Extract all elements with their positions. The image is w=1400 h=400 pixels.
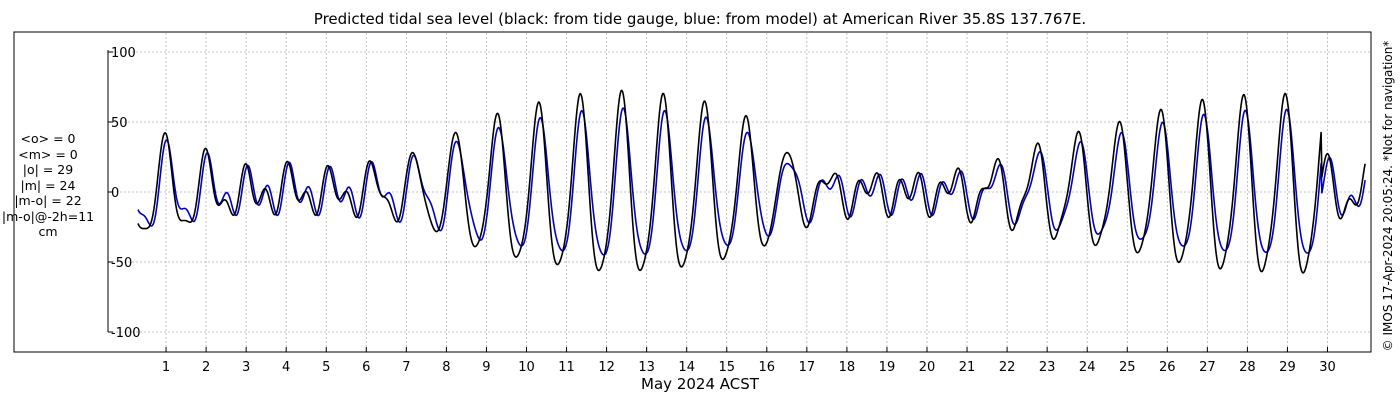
x-tick-label: 2 xyxy=(202,360,210,375)
stat-unit: cm xyxy=(38,224,58,239)
chart-title: Predicted tidal sea level (black: from t… xyxy=(313,10,1087,28)
x-tick-label: 1 xyxy=(162,360,170,375)
x-tick-label: 14 xyxy=(678,360,695,375)
x-tick-label: 17 xyxy=(799,360,816,375)
x-tick-label: 21 xyxy=(959,360,976,375)
x-tick-label: 30 xyxy=(1319,360,1336,375)
x-tick-label: 27 xyxy=(1199,360,1216,375)
y-tick-label: 50 xyxy=(111,116,128,131)
stat-abs-obs: |o| = 29 xyxy=(22,162,74,177)
x-tick-label: 15 xyxy=(718,360,735,375)
x-tick-label: 22 xyxy=(999,360,1016,375)
x-tick-label: 7 xyxy=(402,360,410,375)
stat-abs-model: |m| = 24 xyxy=(20,177,76,193)
x-tick-label: 5 xyxy=(322,360,330,375)
x-tick-label: 29 xyxy=(1279,360,1296,375)
blue-model-series xyxy=(137,107,1366,256)
y-tick-label: -50 xyxy=(111,256,132,271)
stat-abs-diff: |m-o| = 22 xyxy=(14,193,82,208)
x-tick-label: 4 xyxy=(282,360,290,375)
x-tick-label: 16 xyxy=(759,360,776,375)
x-tick-label: 18 xyxy=(839,360,856,375)
x-tick-label: 20 xyxy=(919,360,936,375)
outer-frame xyxy=(13,31,1372,353)
x-tick-label: 6 xyxy=(362,360,370,375)
x-tick-label: 8 xyxy=(442,360,450,375)
x-tick-label: 12 xyxy=(598,360,615,375)
stat-abs-diff-shift: |m-o|@-2h=11 xyxy=(1,208,95,224)
black-gauge-series xyxy=(137,89,1366,274)
x-tick-label: 3 xyxy=(242,360,250,375)
x-tick-label: 28 xyxy=(1239,360,1256,375)
stat-mean-obs: <o> = 0 xyxy=(20,131,76,146)
x-axis-label: May 2024 ACST xyxy=(641,375,759,393)
x-tick-label: 24 xyxy=(1079,360,1096,375)
y-tick-label: 100 xyxy=(111,46,136,61)
x-tick-label: 13 xyxy=(638,360,655,375)
stat-mean-model: <m> = 0 xyxy=(18,146,78,162)
y-tick-label: -100 xyxy=(111,326,141,341)
x-tick-label: 11 xyxy=(558,360,575,375)
x-tick-label: 25 xyxy=(1119,360,1136,375)
x-tick-label: 26 xyxy=(1159,360,1176,375)
x-tick-label: 23 xyxy=(1039,360,1056,375)
x-tick-label: 9 xyxy=(482,360,490,375)
x-tick-label: 10 xyxy=(518,360,535,375)
x-tick-label: 19 xyxy=(879,360,896,375)
y-tick-label: 0 xyxy=(111,186,119,201)
credit-text: © IMOS 17-Apr-2024 20:05:24. *Not for na… xyxy=(1381,40,1395,352)
statistics-panel: <o> = 0 <m> = 0 |o| = 29 |m| = 24 |m-o| … xyxy=(0,131,96,240)
